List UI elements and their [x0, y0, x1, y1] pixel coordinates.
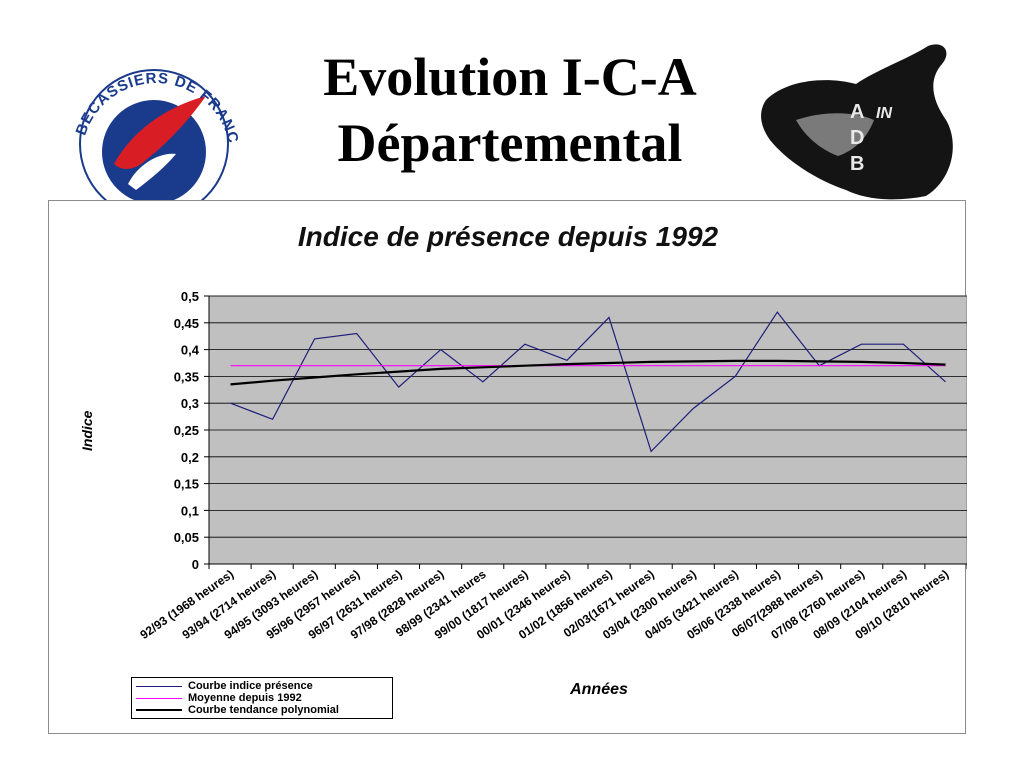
logo-letter-b: B: [850, 153, 864, 175]
y-tick-label: 0,45: [174, 316, 199, 331]
bird-wing-icon: [128, 153, 176, 190]
y-tick-label: 0,05: [174, 530, 199, 545]
logo-letter-in: IN: [876, 105, 892, 122]
chart-legend: Courbe indice présence Moyenne depuis 19…: [131, 677, 393, 719]
legend-entry-presence: Courbe indice présence: [136, 680, 388, 692]
y-tick-label: 0,5: [181, 289, 199, 304]
series-tendance-line: [230, 359, 946, 386]
legend-entry-tendance: Courbe tendance polynomial: [136, 704, 388, 716]
bird-icon: [114, 96, 206, 169]
y-tick-label: 0: [192, 557, 199, 572]
y-axis-label: Indice: [79, 410, 95, 451]
chart-frame: 0 0,05 0,1 0,15 0,2 0,25 0,3 0,35 0,4 0,45 0,5 92/…: [48, 200, 967, 734]
y-axis-ticks: 0 0,05 0,1 0,15 0,2 0,25 0,3 0,35 0,4 0,45 0,5: [174, 289, 210, 572]
y-tick-label: 0,2: [181, 450, 199, 465]
legend-entry-moyenne: Moyenne depuis 1992: [136, 692, 388, 704]
slide-title: Evolution I-C-A Départemental: [250, 44, 770, 176]
legend-label-moyenne: Moyenne depuis 1992: [188, 692, 302, 704]
ain-adb-logo: A IN D B: [761, 44, 953, 200]
legend-swatch-presence: [136, 685, 182, 687]
series-layer: [230, 311, 946, 453]
legend-swatch-tendance: [136, 709, 182, 711]
slide-title-line2: Départemental: [337, 113, 683, 173]
y-tick-label: 0,1: [181, 503, 199, 518]
legend-label-presence: Courbe indice présence: [188, 680, 313, 692]
y-tick-label: 0,25: [174, 423, 199, 438]
bird-silhouette-icon: [796, 113, 874, 156]
y-tick-label: 0,3: [181, 396, 199, 411]
y-tick-label: 0,35: [174, 369, 199, 384]
logo-letter-d: D: [850, 127, 864, 149]
legend-label-tendance: Courbe tendance polynomial: [188, 704, 339, 716]
x-axis-ticks: 92/93 (1968 heures)93/94 (2714 heures)94…: [137, 563, 967, 642]
x-axis-label: Années: [570, 681, 628, 698]
slide-title-line1: Evolution I-C-A: [323, 47, 697, 107]
y-tick-label: 0,4: [181, 343, 200, 358]
y-tick-label: 0,15: [174, 477, 199, 492]
legend-swatch-moyenne: [136, 697, 182, 699]
line-chart: 0 0,05 0,1 0,15 0,2 0,25 0,3 0,35 0,4 0,45 0,5 92/…: [137, 289, 967, 642]
chart-title: Indice de présence depuis 1992: [297, 221, 719, 252]
logo-letter-a: A: [850, 101, 864, 123]
